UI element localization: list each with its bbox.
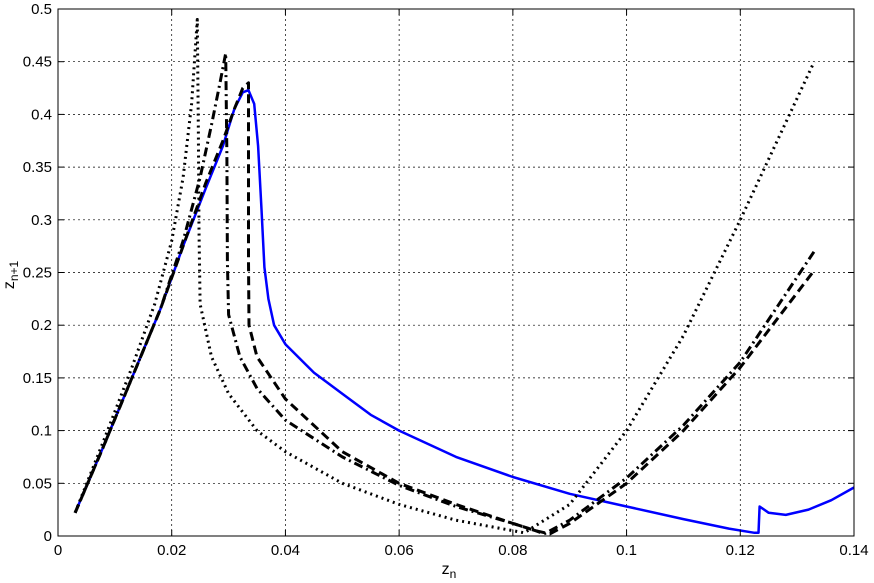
series-group [73, 18, 855, 536]
x-tick-label: 0.1 [616, 542, 637, 559]
y-tick-label: 0.45 [23, 54, 52, 71]
x-tick-label: 0.02 [157, 542, 186, 559]
y-tick-label: 0.3 [31, 212, 52, 229]
x-tick-labels: 0 0.02 0.04 0.06 0.08 0.1 0.12 0.14 [54, 542, 869, 559]
x-tick-label: 0.14 [839, 542, 868, 559]
y-tick-label: 0 [44, 528, 52, 545]
tick-marks [57, 8, 855, 537]
y-tick-label: 0.35 [23, 159, 52, 176]
y-tick-label: 0.1 [31, 423, 52, 440]
plot-area [58, 9, 854, 536]
x-tick-label: 0.08 [498, 542, 527, 559]
x-axis-label-sub: n [450, 567, 457, 581]
y-tick-label: 0.05 [23, 475, 52, 492]
y-tick-labels: 0 0.05 0.1 0.15 0.2 0.25 0.3 0.35 0.4 0.45 0.5 [23, 1, 52, 545]
x-tick-label: 0 [54, 542, 62, 559]
x-tick-label: 0.04 [271, 542, 300, 559]
series-line-dotted [73, 18, 816, 535]
series-line-dashed [73, 81, 816, 536]
y-axis-label-main: z [1, 281, 18, 289]
y-tick-label: 0.5 [31, 1, 52, 18]
x-axis-label-main: z [442, 561, 450, 578]
y-tick-label: 0.4 [31, 106, 52, 123]
x-axis-label: zn [442, 561, 457, 581]
x-tick-label: 0.06 [385, 542, 414, 559]
y-tick-label: 0.15 [23, 370, 52, 387]
y-axis-label-sub: n+1 [7, 260, 21, 281]
y-axis-label: zn+1 [1, 260, 21, 289]
y-tick-label: 0.2 [31, 317, 52, 334]
y-tick-label: 0.25 [23, 265, 52, 282]
x-tick-label: 0.12 [726, 542, 755, 559]
series-line-solid [73, 88, 855, 535]
